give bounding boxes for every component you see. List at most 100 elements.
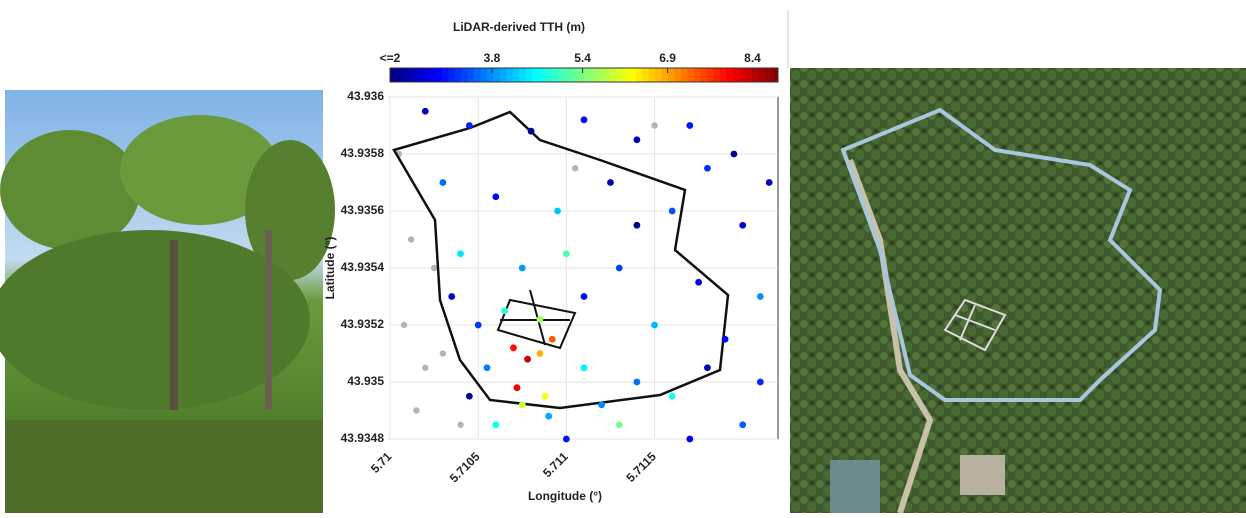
x-tick-label: 5.7105 [447,449,483,485]
tth-point [510,344,517,351]
colorbar-segment [409,68,416,82]
colorbar-segment [403,68,410,82]
colorbar-segment [590,68,597,82]
colorbar-segment [578,68,585,82]
tth-point [475,322,482,329]
colorbar-segment [636,68,643,82]
no-data-point [457,422,463,428]
colorbar-segment [526,68,533,82]
colorbar-segment [616,68,623,82]
colorbar-segment [603,68,610,82]
tth-point [537,350,544,357]
tth-point [722,336,729,343]
tth-point [581,293,588,300]
colorbar-segment [442,68,449,82]
colorbar-segment [681,68,688,82]
no-data-point [401,322,407,328]
colorbar-segment [713,68,720,82]
forest-photo [0,90,335,513]
tth-point [669,208,676,215]
tth-point [484,364,491,371]
colorbar-segment [629,68,636,82]
tth-point [466,122,473,129]
colorbar-segment [759,68,766,82]
colorbar-segment [435,68,442,82]
tth-point [616,421,623,428]
tth-point [501,307,508,314]
tth-point [704,364,711,371]
y-tick-label: 43.9348 [341,431,385,445]
tth-point [634,379,641,386]
colorbar-tick-label: <=2 [380,51,401,65]
aerial-photo [790,68,1246,513]
colorbar-segment [500,68,507,82]
tth-point [466,393,473,400]
tth-point [440,179,447,186]
tth-point [528,128,535,135]
tth-point [607,179,614,186]
tth-point [581,116,588,123]
colorbar-segment [487,68,494,82]
colorbar-segment [668,68,675,82]
colorbar-segment [390,68,397,82]
colorbar-segment [707,68,714,82]
colorbar-segment [539,68,546,82]
tth-point [457,250,464,257]
colorbar-segment [597,68,604,82]
chart-title: LiDAR-derived TTH (m) [453,20,585,34]
colorbar-segment [461,68,468,82]
tth-point [514,384,521,391]
tth-point [537,316,544,323]
y-tick-label: 43.936 [347,89,384,103]
colorbar-segment [545,68,552,82]
colorbar-segment [519,68,526,82]
colorbar-segment [752,68,759,82]
tth-point [563,436,570,443]
colorbar-tick-label: 6.9 [659,51,676,65]
tth-point [448,293,455,300]
tth-point [581,364,588,371]
colorbar-tick-label: 8.4 [744,51,761,65]
tth-point [545,413,552,420]
colorbar-segment [700,68,707,82]
tth-point [634,136,641,143]
colorbar-segment [474,68,481,82]
tth-point [524,356,531,363]
tth-point [739,421,746,428]
no-data-point [572,165,578,171]
tth-point [669,393,676,400]
colorbar-segment [610,68,617,82]
colorbar-segment [733,68,740,82]
colorbar-segment [422,68,429,82]
tth-point [686,436,693,443]
tth-point [492,193,499,200]
tth-point [554,208,561,215]
tth-point [651,322,658,329]
tth-point [492,421,499,428]
colorbar-segment [552,68,559,82]
figure: LiDAR-derived TTH (m) Longitude (°) Lati… [0,0,1246,513]
colorbar-segment [772,68,779,82]
tth-point [695,279,702,286]
colorbar-segment [649,68,656,82]
tth-point [704,165,711,172]
no-data-point [413,407,419,413]
colorbar-segment [746,68,753,82]
tth-point [739,222,746,229]
tth-point [598,401,605,408]
tth-point [542,393,549,400]
no-data-point [431,265,437,271]
tth-point [549,336,556,343]
tth-point [422,108,429,115]
colorbar-segment [396,68,403,82]
colorbar-segment [506,68,513,82]
colorbar-segment [448,68,455,82]
colorbar-tick-label: 5.4 [574,51,591,65]
colorbar-segment [416,68,423,82]
no-data-point [440,350,446,356]
x-axis-label: Longitude (°) [528,489,602,503]
x-tick-label: 5.71 [368,449,395,476]
page: LiDAR-derived TTH (m) Longitude (°) Lati… [0,0,1246,513]
colorbar-segment [571,68,578,82]
colorbar-segment [429,68,436,82]
